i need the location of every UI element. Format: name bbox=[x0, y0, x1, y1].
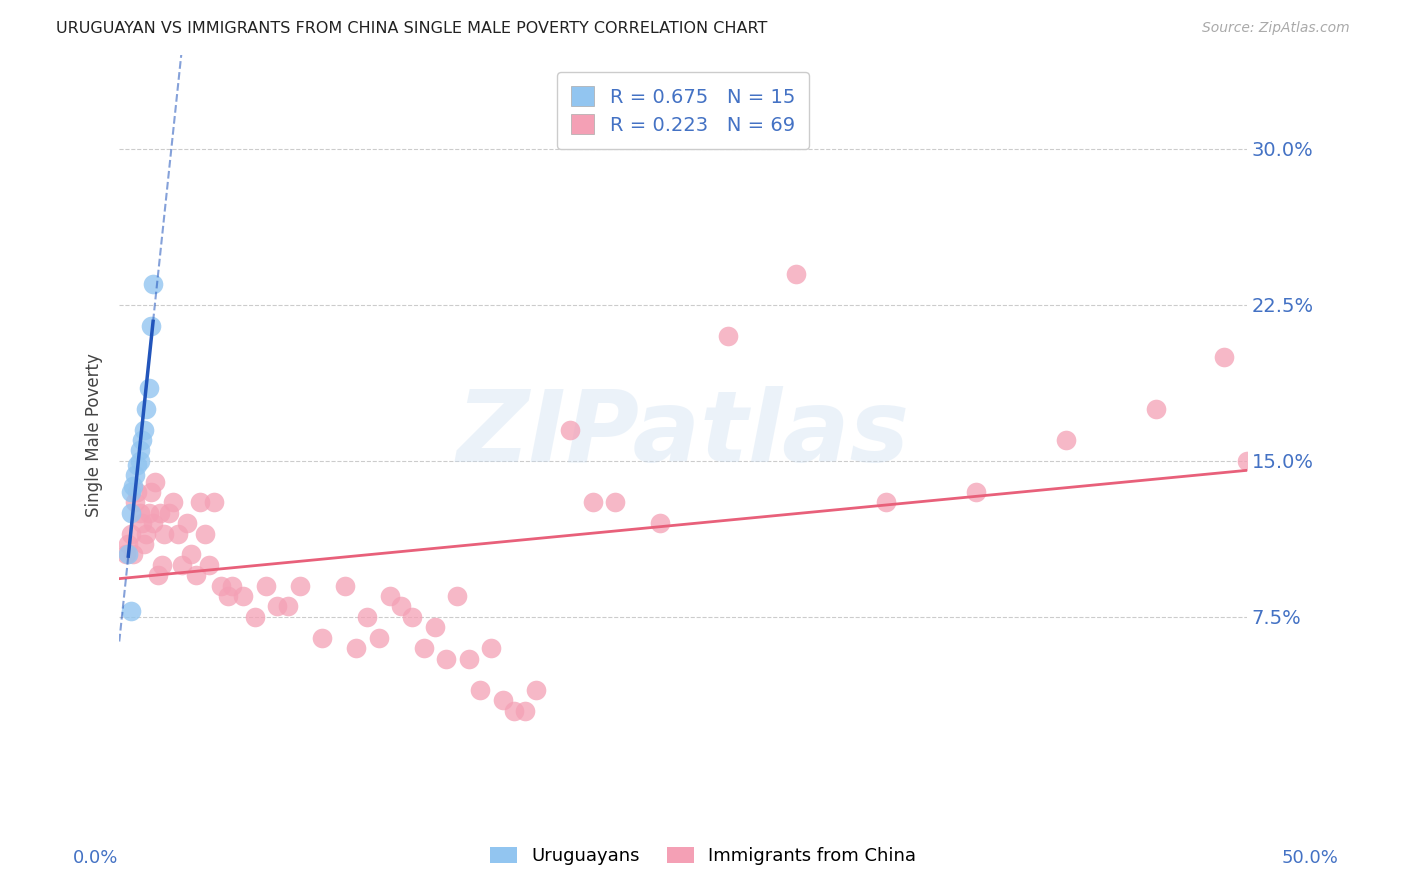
Point bbox=[172, 558, 194, 572]
Point bbox=[232, 589, 254, 603]
Point bbox=[333, 579, 356, 593]
Point bbox=[875, 495, 897, 509]
Point bbox=[146, 568, 169, 582]
Point bbox=[389, 599, 412, 614]
Point bbox=[717, 329, 740, 343]
Point bbox=[266, 599, 288, 614]
Point bbox=[457, 651, 479, 665]
Point bbox=[128, 506, 150, 520]
Point bbox=[120, 526, 142, 541]
Y-axis label: Single Male Poverty: Single Male Poverty bbox=[86, 353, 103, 516]
Point bbox=[513, 704, 536, 718]
Point bbox=[131, 433, 153, 447]
Text: 0.0%: 0.0% bbox=[73, 849, 118, 867]
Point bbox=[162, 495, 184, 509]
Legend: R = 0.675   N = 15, R = 0.223   N = 69: R = 0.675 N = 15, R = 0.223 N = 69 bbox=[557, 72, 808, 148]
Point bbox=[785, 267, 807, 281]
Text: 50.0%: 50.0% bbox=[1282, 849, 1339, 867]
Point bbox=[142, 277, 165, 291]
Point bbox=[135, 526, 157, 541]
Point bbox=[202, 495, 225, 509]
Point bbox=[194, 526, 217, 541]
Point bbox=[491, 693, 513, 707]
Point bbox=[198, 558, 221, 572]
Point bbox=[115, 548, 138, 562]
Point bbox=[139, 318, 162, 333]
Point bbox=[479, 641, 502, 656]
Point bbox=[157, 506, 180, 520]
Point bbox=[121, 479, 143, 493]
Point bbox=[412, 641, 434, 656]
Point bbox=[124, 468, 146, 483]
Point bbox=[138, 381, 160, 395]
Legend: Uruguayans, Immigrants from China: Uruguayans, Immigrants from China bbox=[482, 839, 924, 872]
Point bbox=[121, 548, 143, 562]
Text: ZIPatlas: ZIPatlas bbox=[457, 386, 910, 483]
Point bbox=[135, 401, 157, 416]
Point bbox=[217, 589, 239, 603]
Point bbox=[446, 589, 468, 603]
Point bbox=[127, 485, 149, 500]
Point bbox=[434, 651, 457, 665]
Point bbox=[344, 641, 367, 656]
Point bbox=[143, 475, 166, 489]
Point bbox=[142, 516, 165, 531]
Point bbox=[128, 454, 150, 468]
Point bbox=[124, 495, 146, 509]
Point bbox=[127, 458, 149, 472]
Point bbox=[650, 516, 672, 531]
Text: Source: ZipAtlas.com: Source: ZipAtlas.com bbox=[1202, 21, 1350, 35]
Point bbox=[254, 579, 277, 593]
Point bbox=[401, 610, 423, 624]
Point bbox=[132, 537, 155, 551]
Point bbox=[190, 495, 212, 509]
Point bbox=[526, 682, 548, 697]
Point bbox=[965, 485, 987, 500]
Point bbox=[120, 604, 142, 618]
Point bbox=[468, 682, 491, 697]
Point bbox=[209, 579, 232, 593]
Point bbox=[423, 620, 446, 634]
Point bbox=[117, 537, 139, 551]
Point bbox=[1054, 433, 1077, 447]
Point bbox=[502, 704, 524, 718]
Point bbox=[117, 548, 139, 562]
Point bbox=[582, 495, 605, 509]
Point bbox=[150, 558, 173, 572]
Point bbox=[167, 526, 190, 541]
Point bbox=[131, 516, 153, 531]
Point bbox=[138, 506, 160, 520]
Point bbox=[139, 485, 162, 500]
Point bbox=[367, 631, 389, 645]
Point bbox=[243, 610, 266, 624]
Point bbox=[180, 548, 202, 562]
Point bbox=[560, 423, 582, 437]
Point bbox=[184, 568, 207, 582]
Point bbox=[1213, 350, 1236, 364]
Point bbox=[120, 485, 142, 500]
Point bbox=[1146, 401, 1168, 416]
Point bbox=[221, 579, 243, 593]
Point bbox=[149, 506, 172, 520]
Point bbox=[176, 516, 198, 531]
Point bbox=[1236, 454, 1258, 468]
Point bbox=[378, 589, 401, 603]
Point bbox=[356, 610, 378, 624]
Point bbox=[120, 506, 142, 520]
Point bbox=[311, 631, 333, 645]
Point bbox=[153, 526, 176, 541]
Point bbox=[128, 443, 150, 458]
Point bbox=[132, 423, 155, 437]
Point bbox=[605, 495, 627, 509]
Point bbox=[277, 599, 299, 614]
Point bbox=[288, 579, 311, 593]
Text: URUGUAYAN VS IMMIGRANTS FROM CHINA SINGLE MALE POVERTY CORRELATION CHART: URUGUAYAN VS IMMIGRANTS FROM CHINA SINGL… bbox=[56, 21, 768, 36]
